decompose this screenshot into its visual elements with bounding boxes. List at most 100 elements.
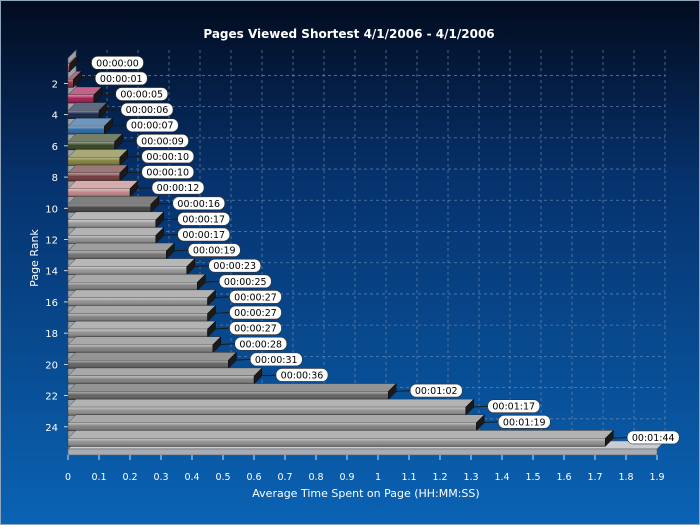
label-box xyxy=(125,118,179,133)
bar-highlight xyxy=(68,173,120,182)
data-label: 00:00:27 xyxy=(234,324,277,335)
label-leader xyxy=(73,62,92,65)
data-labels: 00:00:00 00:00:01 00:00:05 00:00:06 00:00:07… xyxy=(73,56,680,445)
bar xyxy=(67,226,165,245)
bar xyxy=(67,180,139,198)
bar xyxy=(67,195,160,213)
bar xyxy=(67,148,129,166)
y-tick-label: 24 xyxy=(45,423,58,434)
bar-highlight xyxy=(68,235,156,244)
data-label: 00:00:17 xyxy=(182,230,225,241)
label-box xyxy=(218,274,272,289)
y-tick-label: 6 xyxy=(52,142,58,153)
bar xyxy=(67,55,78,73)
floor-edge xyxy=(67,448,658,456)
bar xyxy=(67,429,614,447)
bar xyxy=(67,242,175,260)
bar-highlight xyxy=(68,313,208,322)
bars xyxy=(67,55,614,447)
bar xyxy=(67,117,113,135)
bar-highlight xyxy=(68,94,94,104)
data-label: 00:01:19 xyxy=(503,417,546,428)
label-box xyxy=(172,196,226,211)
bar-highlight xyxy=(68,375,254,385)
bar-highlight xyxy=(68,360,229,369)
label-leader xyxy=(154,202,173,205)
bar-top xyxy=(67,289,216,299)
label-box xyxy=(115,87,169,101)
label-box xyxy=(94,71,148,86)
x-tick-label: 1.1 xyxy=(401,472,416,483)
bar-top xyxy=(67,414,485,423)
label-leader xyxy=(392,390,411,393)
label-leader xyxy=(211,296,230,299)
x-tick-label: 1.3 xyxy=(463,472,478,483)
y-tick-label: 10 xyxy=(45,204,58,215)
label-box xyxy=(141,165,195,179)
x-tick-label: 1.2 xyxy=(432,472,447,483)
data-label: 00:00:16 xyxy=(177,199,220,210)
bar-highlight xyxy=(68,282,198,291)
y-axis-title: Page Rank xyxy=(28,229,41,287)
data-label: 00:00:12 xyxy=(157,183,200,194)
bar-highlight xyxy=(68,110,99,119)
label-box xyxy=(229,290,282,304)
label-box xyxy=(626,430,680,445)
label-leader xyxy=(133,187,153,190)
bar-top xyxy=(67,133,123,142)
label-box xyxy=(497,415,551,429)
bar-top xyxy=(67,180,139,189)
bar xyxy=(67,414,485,432)
x-tick-label: 0.9 xyxy=(339,472,354,483)
bar-highlight xyxy=(68,219,156,228)
label-box xyxy=(229,321,282,335)
bar xyxy=(67,351,237,369)
data-label: 00:01:17 xyxy=(492,402,535,413)
bar-highlight xyxy=(68,157,120,166)
label-box xyxy=(177,227,231,242)
data-label: 00:00:10 xyxy=(146,168,189,179)
bar-top xyxy=(67,211,165,221)
label-leader xyxy=(216,343,235,346)
bar-highlight xyxy=(68,251,167,260)
data-label: 00:00:06 xyxy=(126,105,169,116)
data-label: 00:00:07 xyxy=(131,121,174,132)
bar-highlight xyxy=(68,204,151,213)
y-tick-label: 12 xyxy=(45,236,58,247)
bar-top xyxy=(67,196,160,205)
label-leader xyxy=(123,171,142,174)
label-leader xyxy=(211,312,230,315)
bar xyxy=(67,320,216,338)
x-tick-label: 1 xyxy=(375,472,381,483)
x-tick-label: 1.6 xyxy=(556,472,571,483)
bar-highlight xyxy=(68,422,477,431)
label-leader xyxy=(118,140,137,143)
label-leader xyxy=(159,218,178,221)
bar-top xyxy=(67,430,614,439)
y-tick-label: 16 xyxy=(45,298,58,309)
bar-highlight xyxy=(68,407,466,416)
data-label: 00:00:27 xyxy=(234,308,277,319)
x-tick-label: 0.8 xyxy=(308,472,323,483)
bar-highlight xyxy=(68,126,105,135)
x-tick-labels: 0 0.1 0.2 0.3 0.4 0.5 0.6 0.7 0.8 0.9 1 1.1 1.2 1.3 1.… xyxy=(65,472,665,483)
x-axis-title: Average Time Spent on Page (HH:MM:SS) xyxy=(252,487,479,500)
data-label: 00:00:00 xyxy=(96,58,139,69)
bar-top xyxy=(67,149,129,158)
bar-top xyxy=(67,336,222,345)
data-label: 00:00:31 xyxy=(255,355,298,366)
bar-highlight xyxy=(68,438,606,447)
y-tick-label: 22 xyxy=(45,392,58,403)
bar xyxy=(67,102,108,120)
x-tick-label: 1.5 xyxy=(525,472,540,483)
x-tick-label: 0.5 xyxy=(215,472,230,483)
bar-top xyxy=(67,383,397,392)
bar xyxy=(67,383,397,401)
bar xyxy=(67,289,216,307)
bar xyxy=(67,273,206,291)
label-box xyxy=(151,180,205,195)
bar-top xyxy=(67,305,216,314)
data-label: 00:00:17 xyxy=(182,214,225,225)
label-box xyxy=(409,383,463,398)
